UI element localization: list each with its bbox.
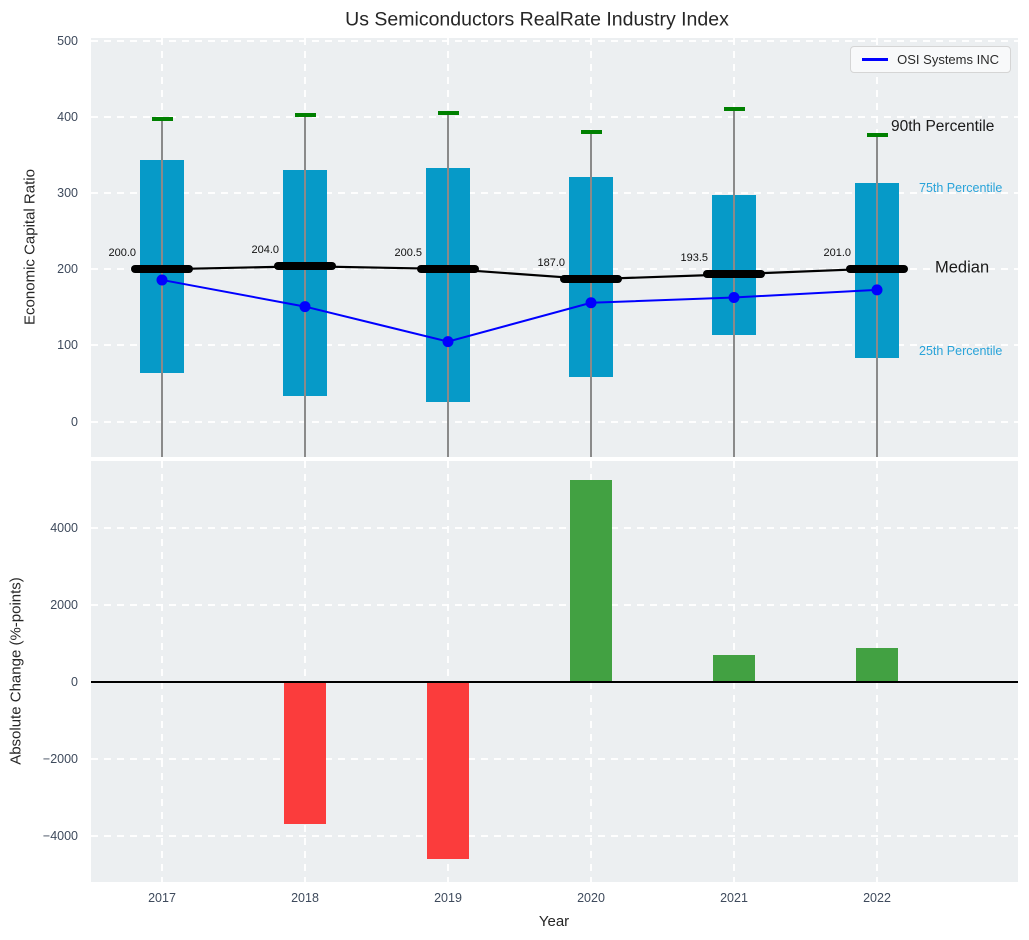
osi-data-point — [586, 297, 597, 308]
figure: Us Semiconductors RealRate Industry Inde… — [0, 0, 1029, 940]
positive-change-bar — [570, 480, 612, 682]
legend: OSI Systems INC — [850, 46, 1011, 73]
negative-change-bar — [284, 682, 326, 824]
bottom-gridline-v — [161, 461, 163, 882]
x-tick-label: 2020 — [577, 890, 605, 906]
annotation-75th-percentile: 75th Percentile — [919, 181, 1002, 195]
bottom-gridline-h — [91, 527, 1018, 529]
top-y-tick-label: 300 — [30, 185, 78, 201]
positive-change-bar — [713, 655, 755, 682]
bottom-y-tick-label: 4000 — [30, 520, 78, 536]
bottom-gridline-h — [91, 604, 1018, 606]
osi-data-point — [157, 274, 168, 285]
annotation-90th-percentile: 90th Percentile — [891, 118, 994, 136]
x-tick-label: 2018 — [291, 890, 319, 906]
annotation-25th-percentile: 25th Percentile — [919, 344, 1002, 358]
bottom-y-tick-label: 0 — [30, 674, 78, 690]
bottom-y-tick-label: −4000 — [30, 828, 78, 844]
bottom-gridline-h — [91, 758, 1018, 760]
osi-data-point — [729, 292, 740, 303]
top-y-tick-label: 400 — [30, 109, 78, 125]
top-y-tick-label: 200 — [30, 261, 78, 277]
osi-data-point — [443, 336, 454, 347]
median-connector-line — [162, 266, 877, 279]
x-tick-label: 2022 — [863, 890, 891, 906]
top-y-tick-label: 100 — [30, 337, 78, 353]
legend-label: OSI Systems INC — [897, 52, 999, 67]
top-y-tick-label: 500 — [30, 33, 78, 49]
x-tick-label: 2021 — [720, 890, 748, 906]
top-plot-area: 200.0204.0200.5187.0193.5201.0 OSI Syste… — [91, 38, 1018, 457]
zero-baseline — [91, 681, 1018, 683]
top-lines-overlay — [91, 38, 1018, 457]
bottom-y-axis-label: Absolute Change (%-points) — [8, 577, 25, 765]
osi-data-point — [872, 284, 883, 295]
bottom-plot-area — [91, 461, 1018, 882]
annotation-median: Median — [935, 259, 989, 278]
bottom-y-tick-label: 2000 — [30, 597, 78, 613]
chart-title: Us Semiconductors RealRate Industry Inde… — [345, 9, 729, 32]
legend-line-swatch — [862, 58, 888, 61]
bottom-gridline-h — [91, 835, 1018, 837]
top-y-tick-label: 0 — [30, 414, 78, 430]
x-axis-label: Year — [539, 913, 569, 930]
negative-change-bar — [427, 682, 469, 859]
x-tick-label: 2019 — [434, 890, 462, 906]
osi-data-point — [300, 301, 311, 312]
positive-change-bar — [856, 648, 898, 682]
x-tick-label: 2017 — [148, 890, 176, 906]
bottom-y-tick-label: −2000 — [30, 751, 78, 767]
osi-systems-line — [162, 280, 877, 342]
